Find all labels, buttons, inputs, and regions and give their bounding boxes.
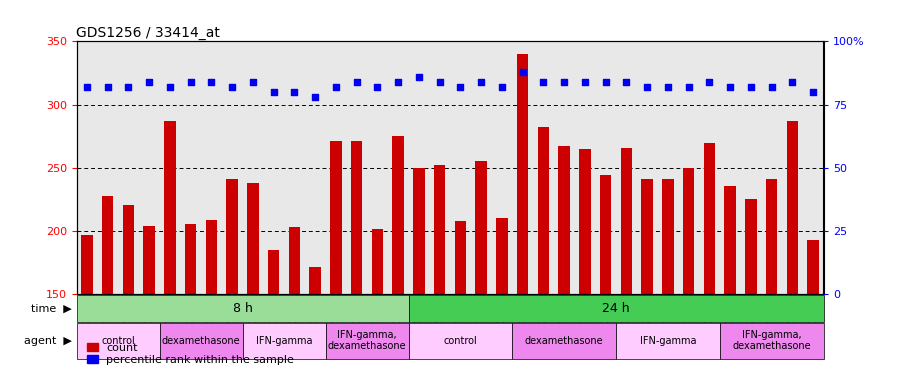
Bar: [76, 295, 409, 322]
Point: [785, 79, 799, 85]
Point: [411, 74, 426, 80]
Bar: [409, 323, 512, 358]
Bar: [766, 179, 778, 375]
Bar: [787, 121, 798, 375]
Bar: [537, 128, 549, 375]
Point: [516, 69, 530, 75]
Bar: [724, 186, 736, 375]
Point: [328, 84, 343, 90]
Point: [142, 79, 157, 85]
Point: [619, 79, 634, 85]
Point: [80, 84, 94, 90]
Bar: [616, 323, 720, 358]
Bar: [683, 168, 694, 375]
Text: dexamethasone: dexamethasone: [162, 336, 240, 346]
Bar: [330, 141, 342, 375]
Bar: [475, 162, 487, 375]
Bar: [745, 200, 757, 375]
Point: [204, 79, 219, 85]
Point: [308, 94, 322, 100]
Point: [266, 89, 281, 95]
Text: IFN-gamma,
dexamethasone: IFN-gamma, dexamethasone: [733, 330, 811, 351]
Point: [764, 84, 778, 90]
Bar: [720, 323, 824, 358]
Text: IFN-gamma: IFN-gamma: [256, 336, 312, 346]
Point: [723, 84, 737, 90]
Bar: [326, 323, 409, 358]
Bar: [496, 218, 508, 375]
Point: [474, 79, 489, 85]
Bar: [248, 183, 258, 375]
Bar: [102, 196, 113, 375]
Point: [640, 84, 654, 90]
Text: IFN-gamma,
dexamethasone: IFN-gamma, dexamethasone: [328, 330, 406, 351]
Bar: [242, 323, 326, 358]
Bar: [621, 148, 632, 375]
Bar: [517, 54, 528, 375]
Bar: [372, 228, 383, 375]
Text: time  ▶: time ▶: [32, 304, 72, 313]
Point: [495, 84, 509, 90]
Point: [101, 84, 115, 90]
Bar: [409, 295, 824, 322]
Text: dexamethasone: dexamethasone: [525, 336, 603, 346]
Text: agent  ▶: agent ▶: [24, 336, 72, 346]
Bar: [227, 179, 238, 375]
Point: [557, 79, 572, 85]
Text: 8 h: 8 h: [232, 302, 252, 315]
Bar: [434, 165, 446, 375]
Bar: [76, 323, 159, 358]
Point: [370, 84, 384, 90]
Point: [184, 79, 198, 85]
Point: [661, 84, 675, 90]
Bar: [413, 168, 425, 375]
Point: [349, 79, 364, 85]
Point: [246, 79, 260, 85]
Point: [578, 79, 592, 85]
Legend: count, percentile rank within the sample: count, percentile rank within the sample: [82, 338, 299, 369]
Bar: [289, 227, 300, 375]
Bar: [600, 176, 611, 375]
Bar: [558, 146, 570, 375]
Text: 24 h: 24 h: [602, 302, 630, 315]
Text: IFN-gamma: IFN-gamma: [640, 336, 696, 346]
Bar: [143, 226, 155, 375]
Bar: [81, 235, 93, 375]
Point: [806, 89, 820, 95]
Bar: [807, 240, 819, 375]
Bar: [122, 204, 134, 375]
Point: [743, 84, 758, 90]
Point: [598, 79, 613, 85]
Bar: [310, 267, 320, 375]
Text: GDS1256 / 33414_at: GDS1256 / 33414_at: [76, 26, 220, 40]
Bar: [454, 221, 466, 375]
Point: [681, 84, 696, 90]
Bar: [704, 142, 716, 375]
Bar: [512, 323, 616, 358]
Point: [432, 79, 446, 85]
Bar: [580, 149, 590, 375]
Point: [536, 79, 551, 85]
Point: [122, 84, 136, 90]
Bar: [159, 323, 242, 358]
Bar: [392, 136, 404, 375]
Point: [163, 84, 177, 90]
Point: [287, 89, 302, 95]
Bar: [184, 224, 196, 375]
Point: [391, 79, 405, 85]
Text: control: control: [101, 336, 135, 346]
Point: [454, 84, 468, 90]
Bar: [206, 220, 217, 375]
Bar: [662, 179, 673, 375]
Text: control: control: [444, 336, 477, 346]
Bar: [268, 250, 279, 375]
Bar: [642, 179, 652, 375]
Bar: [351, 141, 363, 375]
Bar: [164, 121, 176, 375]
Point: [225, 84, 239, 90]
Point: [702, 79, 716, 85]
